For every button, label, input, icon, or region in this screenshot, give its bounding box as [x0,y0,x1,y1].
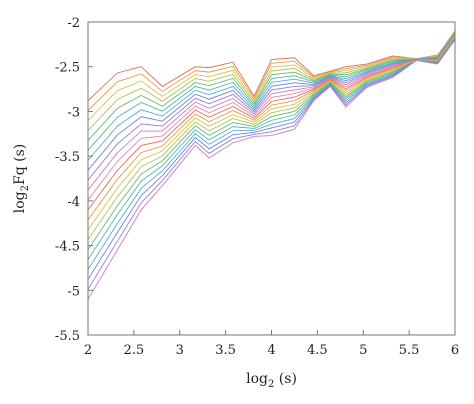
x-axis-label: log2 (s) [246,371,297,390]
series-line [87,31,456,121]
x-tick-label: 6 [451,343,459,358]
series-line [87,37,456,260]
x-tick-label: 2 [84,343,92,358]
x-tick-label: 4 [267,343,275,358]
series-line [87,33,456,171]
series-line [87,38,456,280]
y-tick-label: -3.5 [55,150,80,165]
y-tick-label: -3 [67,105,80,120]
x-tick-label: 4.5 [307,343,328,358]
series-lines [87,30,456,300]
x-tick-label: 3.5 [215,343,236,358]
series-line [87,32,456,131]
series-line [87,30,456,102]
y-tick-label: -2.5 [55,61,80,76]
series-line [87,36,456,230]
series-line [87,32,456,141]
y-axis-label: log2Fq (s) [12,144,31,213]
series-line [87,34,456,191]
series-line [87,33,456,161]
series-line [87,32,456,151]
y-axis-ticks: -2 -2.5 -3 -3.5 -4 -4.5 -5 -5.5 [55,16,93,344]
series-line [87,36,456,221]
series-line [87,38,456,270]
y-tick-label: -5.5 [55,329,80,344]
y-tick-label: -4.5 [55,240,80,255]
series-line [87,31,456,111]
series-line [87,39,456,300]
series-line [87,35,456,211]
x-tick-label: 3 [176,343,184,358]
x-tick-label: 2.5 [124,343,145,358]
series-line [87,35,456,201]
y-tick-label: -5 [67,284,80,299]
series-line [87,36,456,240]
series-line [87,34,456,181]
x-tick-label: 5 [359,343,367,358]
x-axis-ticks: 2 2.5 3 3.5 4 4.5 5 5.5 6 [84,330,459,358]
y-tick-label: -2 [67,16,80,31]
series-line [87,39,456,290]
y-tick-label: -4 [67,195,80,210]
x-tick-label: 5.5 [399,343,420,358]
series-line [87,37,456,250]
